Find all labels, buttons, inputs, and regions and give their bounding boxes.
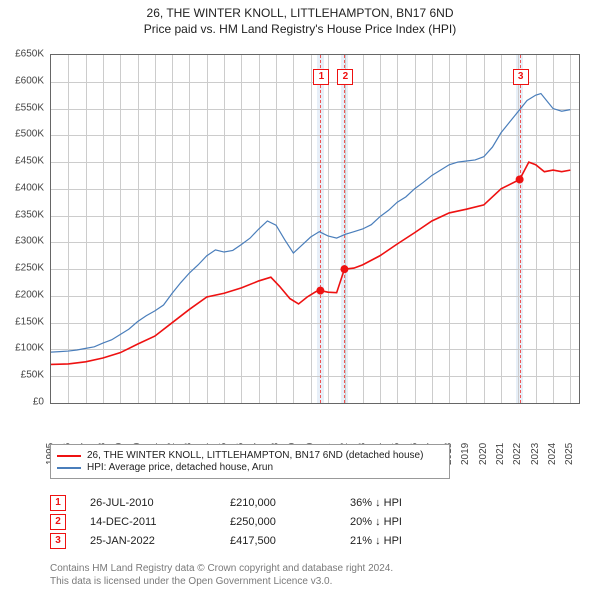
event-row: 2 14-DEC-2011£250,00020% ↓ HPI: [50, 514, 580, 530]
event-flag-icon: 2: [50, 514, 66, 530]
event-date: 14-DEC-2011: [90, 516, 230, 528]
event-flag: 1: [313, 69, 329, 85]
legend-item: HPI: Average price, detached house, Arun: [57, 462, 443, 473]
event-row: 1 26-JUL-2010£210,00036% ↓ HPI: [50, 495, 580, 511]
event-date: 26-JUL-2010: [90, 497, 230, 509]
legend-item: 26, THE WINTER KNOLL, LITTLEHAMPTON, BN1…: [57, 450, 443, 461]
ytick-label: £650K: [15, 49, 44, 60]
ytick-label: £450K: [15, 156, 44, 167]
series-property: [51, 162, 570, 364]
ytick-label: £50K: [21, 370, 44, 381]
legend: 26, THE WINTER KNOLL, LITTLEHAMPTON, BN1…: [50, 444, 450, 479]
ytick-label: £350K: [15, 209, 44, 220]
ytick-label: £300K: [15, 236, 44, 247]
x-axis: 1995199619971998199920002001200220032004…: [50, 404, 580, 444]
ytick-label: £550K: [15, 102, 44, 113]
xtick-label: 2024: [547, 443, 558, 465]
event-hpi: 36% ↓ HPI: [350, 497, 580, 509]
event-date: 25-JAN-2022: [90, 535, 230, 547]
xtick-label: 2020: [478, 443, 489, 465]
xtick-label: 2025: [564, 443, 575, 465]
event-price: £250,000: [230, 516, 350, 528]
event-row: 3 25-JAN-2022£417,50021% ↓ HPI: [50, 533, 580, 549]
footer-line2: This data is licensed under the Open Gov…: [50, 575, 580, 588]
series-point: [516, 175, 524, 183]
event-flag: 3: [513, 69, 529, 85]
event-hpi: 21% ↓ HPI: [350, 535, 580, 547]
event-flag: 2: [337, 69, 353, 85]
legend-swatch: [57, 455, 81, 457]
series-hpi: [51, 94, 570, 353]
xtick-label: 2019: [460, 443, 471, 465]
event-hpi: 20% ↓ HPI: [350, 516, 580, 528]
events-table: 1 26-JUL-2010£210,00036% ↓ HPI 2 14-DEC-201…: [50, 492, 580, 552]
ytick-label: £100K: [15, 343, 44, 354]
chart-title: 26, THE WINTER KNOLL, LITTLEHAMPTON, BN1…: [0, 6, 600, 20]
ytick-label: £0: [33, 397, 44, 408]
xtick-label: 2023: [530, 443, 541, 465]
legend-label: HPI: Average price, detached house, Arun: [87, 462, 273, 473]
chart-container: 26, THE WINTER KNOLL, LITTLEHAMPTON, BN1…: [0, 6, 600, 590]
event-price: £210,000: [230, 497, 350, 509]
chart-svg: [51, 55, 579, 403]
ytick-label: £150K: [15, 316, 44, 327]
series-point: [340, 265, 348, 273]
ytick-label: £600K: [15, 75, 44, 86]
event-flag-icon: 3: [50, 533, 66, 549]
event-flag-icon: 1: [50, 495, 66, 511]
event-price: £417,500: [230, 535, 350, 547]
chart-subtitle: Price paid vs. HM Land Registry's House …: [0, 22, 600, 36]
series-point: [316, 287, 324, 295]
footer-line1: Contains HM Land Registry data © Crown c…: [50, 562, 580, 575]
xtick-label: 2021: [495, 443, 506, 465]
footer: Contains HM Land Registry data © Crown c…: [50, 562, 580, 588]
plot-area: 12 3: [50, 54, 580, 404]
xtick-label: 2022: [512, 443, 523, 465]
ytick-label: £500K: [15, 129, 44, 140]
y-axis: £0£50K£100K£150K£200K£250K£300K£350K£400…: [0, 54, 48, 404]
ytick-label: £400K: [15, 182, 44, 193]
ytick-label: £200K: [15, 289, 44, 300]
legend-swatch: [57, 467, 81, 469]
ytick-label: £250K: [15, 263, 44, 274]
legend-label: 26, THE WINTER KNOLL, LITTLEHAMPTON, BN1…: [87, 450, 423, 461]
